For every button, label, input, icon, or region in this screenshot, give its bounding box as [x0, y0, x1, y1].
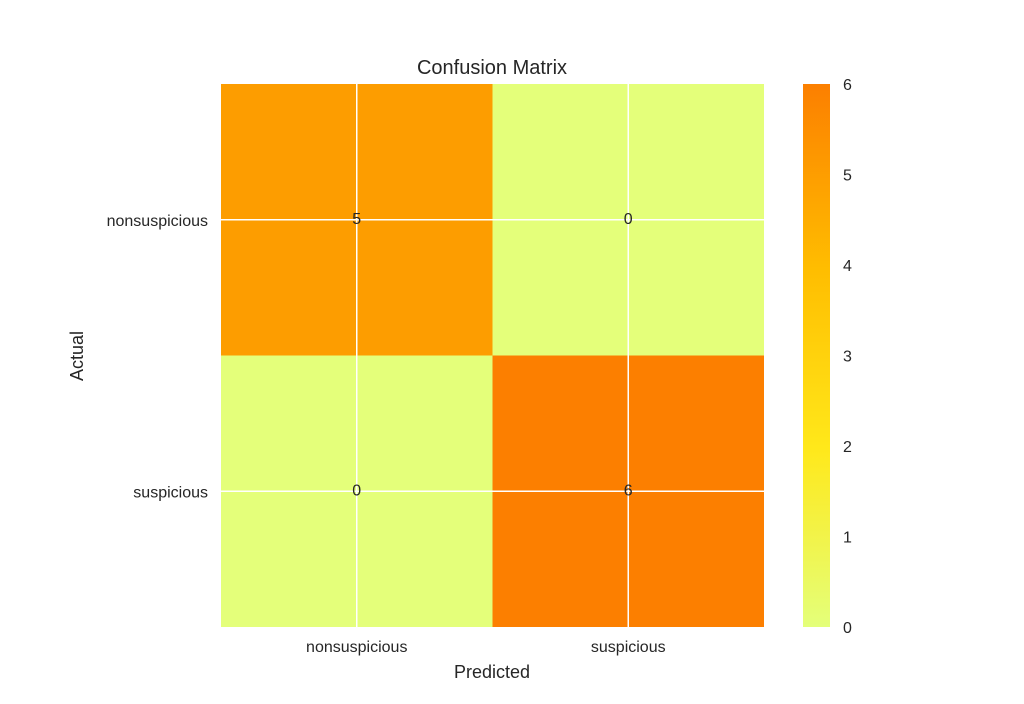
heatmap-cells: [221, 84, 764, 627]
colorbar-tick-label-5: 5: [843, 168, 852, 185]
cell-value-1-0: 0: [352, 482, 361, 499]
heatmap-grid: [221, 84, 764, 627]
colorbar-ticks: 0 1 2 3 4 5 6: [843, 77, 852, 637]
y-axis-ticks: nonsuspicious suspicious: [107, 213, 208, 502]
x-tick-label-1: suspicious: [591, 639, 666, 656]
colorbar-tick-label-2: 2: [843, 439, 852, 456]
colorbar-tick-label-0: 0: [843, 620, 852, 637]
colorbar-tick-label-4: 4: [843, 258, 852, 275]
heatmap-cell-labels: 5 0 0 6: [352, 211, 633, 500]
colorbar-tick-label-1: 1: [843, 530, 852, 547]
colorbar: [803, 84, 830, 627]
cell-value-1-1: 6: [624, 482, 633, 499]
chart-title: Confusion Matrix: [417, 57, 567, 79]
y-tick-label-1: suspicious: [133, 484, 208, 501]
x-axis-ticks: nonsuspicious suspicious: [306, 639, 666, 656]
x-axis-label: Predicted: [454, 662, 530, 682]
colorbar-tick-label-3: 3: [843, 349, 852, 366]
cell-value-0-0: 5: [352, 211, 361, 228]
y-axis-label: Actual: [67, 331, 87, 381]
y-tick-label-0: nonsuspicious: [107, 213, 208, 230]
cell-value-0-1: 0: [624, 211, 633, 228]
colorbar-tick-label-6: 6: [843, 77, 852, 94]
x-tick-label-0: nonsuspicious: [306, 639, 407, 656]
